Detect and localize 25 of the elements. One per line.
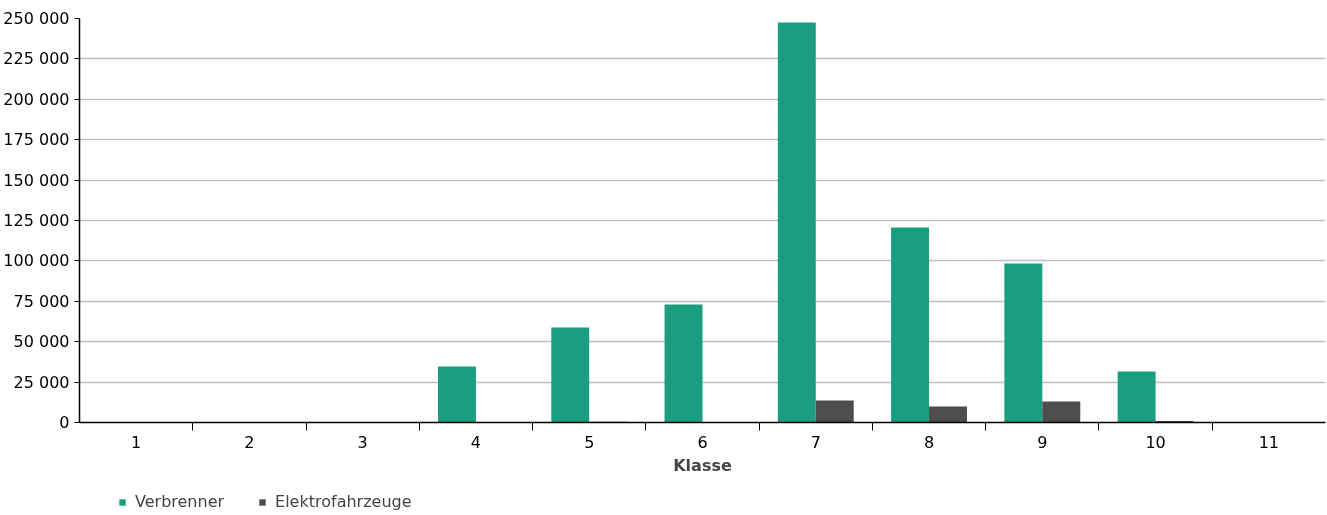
- x-tick-label: 3: [357, 432, 368, 452]
- y-tick-label: 50 000: [13, 332, 70, 352]
- y-tick-label: 150 000: [3, 170, 70, 190]
- x-tick-label: 8: [923, 432, 935, 452]
- y-tick-label: 100 000: [3, 251, 70, 271]
- y-tick-label: 75 000: [13, 291, 70, 311]
- y-tick-label: 250 000: [3, 9, 70, 28]
- x-tick-label: 9: [1037, 432, 1048, 452]
- legend-label: Elektrofahrzeuge: [275, 492, 412, 511]
- x-tick-label: 7: [810, 432, 821, 452]
- x-tick-label: 10: [1145, 432, 1166, 452]
- y-tick-label: 125 000: [3, 211, 70, 230]
- y-tick-label: 175 000: [3, 130, 70, 150]
- x-axis-title: Klasse: [673, 455, 732, 475]
- x-tick-label: 11: [1258, 432, 1280, 452]
- y-tick-label: 0: [59, 413, 70, 432]
- x-tick-label: 6: [697, 432, 708, 452]
- y-tick-label: 200 000: [3, 89, 70, 109]
- x-tick-label: 5: [584, 432, 595, 452]
- y-tick-label: 225 000: [3, 49, 70, 69]
- y-tick-label: 25 000: [13, 372, 70, 392]
- x-tick-label: 4: [470, 432, 482, 452]
- x-tick-label: 1: [131, 432, 142, 452]
- x-tick-label: 2: [244, 432, 255, 452]
- legend-label: Verbrenner: [135, 492, 225, 511]
